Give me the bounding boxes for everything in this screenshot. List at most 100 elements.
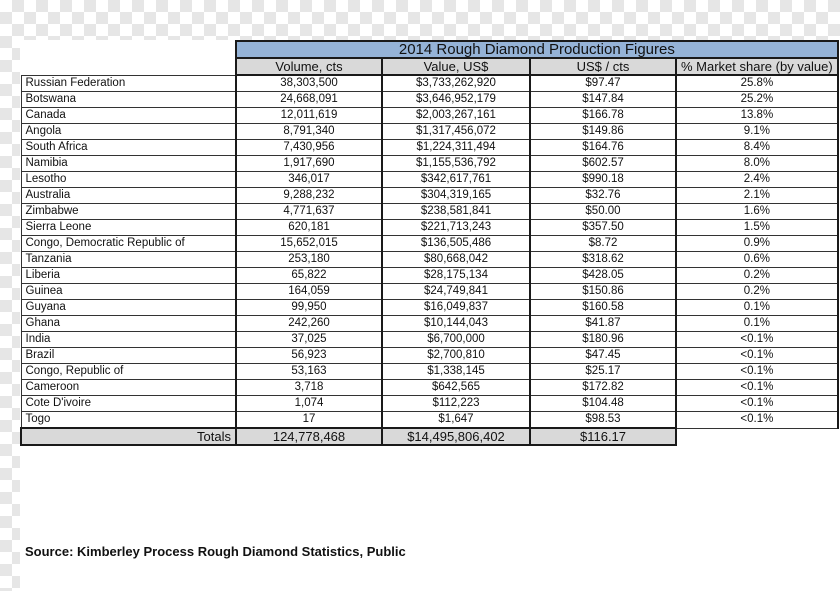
country-cell: Guinea (20, 283, 237, 300)
usd-per-ct-cell: $149.86 (529, 123, 677, 140)
table-row: Namibia 1,917,690 $1,155,536,792 $602.57 8.0… (20, 155, 839, 172)
value-cell: $2,700,810 (381, 347, 531, 364)
table-row: Russian Federation 38,303,500 $3,733,262,9… (20, 74, 839, 92)
table-row: Togo 17 $1,647 $98.53 <0.1% (20, 411, 839, 429)
market-share-cell: 9.1% (675, 123, 839, 140)
volume-cell: 37,025 (235, 331, 383, 348)
usd-per-ct-cell: $50.00 (529, 203, 677, 220)
value-cell: $642,565 (381, 379, 531, 396)
usd-per-ct-cell: $41.87 (529, 315, 677, 332)
usd-per-ct-cell: $602.57 (529, 155, 677, 172)
volume-cell: 164,059 (235, 283, 383, 300)
volume-cell: 53,163 (235, 363, 383, 380)
volume-cell: 4,771,637 (235, 203, 383, 220)
table-row: South Africa 7,430,956 $1,224,311,494 $164.… (20, 139, 839, 156)
country-cell: Ghana (20, 315, 237, 332)
value-cell: $221,713,243 (381, 219, 531, 236)
value-cell: $112,223 (381, 395, 531, 412)
usd-per-ct-cell: $8.72 (529, 235, 677, 252)
table-row: India 37,025 $6,700,000 $180.96 <0.1% (20, 331, 839, 348)
table-row: Guyana 99,950 $16,049,837 $160.58 0.1% (20, 299, 839, 316)
market-share-cell: 1.5% (675, 219, 839, 236)
country-cell: Angola (20, 123, 237, 140)
market-share-cell: <0.1% (675, 411, 839, 429)
country-cell: South Africa (20, 139, 237, 156)
market-share-cell: 0.2% (675, 283, 839, 300)
volume-cell: 24,668,091 (235, 91, 383, 108)
volume-cell: 65,822 (235, 267, 383, 284)
usd-per-ct-cell: $104.48 (529, 395, 677, 412)
country-cell: Canada (20, 107, 237, 124)
market-share-cell: <0.1% (675, 363, 839, 380)
source-note: Source: Kimberley Process Rough Diamond … (25, 544, 406, 559)
market-share-cell: <0.1% (675, 347, 839, 364)
country-cell: Russian Federation (20, 74, 237, 92)
value-cell: $28,175,134 (381, 267, 531, 284)
value-cell: $1,647 (381, 411, 531, 429)
totals-usd-per-ct: $116.17 (529, 427, 677, 446)
value-cell: $1,338,145 (381, 363, 531, 380)
volume-cell: 1,074 (235, 395, 383, 412)
table-row: Sierra Leone 620,181 $221,713,243 $357.50 1.… (20, 219, 839, 236)
header-volume: Volume, cts (235, 57, 383, 76)
country-cell: Botswana (20, 91, 237, 108)
market-share-cell: 0.1% (675, 315, 839, 332)
value-cell: $2,003,267,161 (381, 107, 531, 124)
volume-cell: 3,718 (235, 379, 383, 396)
country-cell: Congo, Democratic Republic of (20, 235, 237, 252)
table-row: Angola 8,791,340 $1,317,456,072 $149.86 9.1% (20, 123, 839, 140)
value-cell: $1,155,536,792 (381, 155, 531, 172)
value-cell: $238,581,841 (381, 203, 531, 220)
table-row: Guinea 164,059 $24,749,841 $150.86 0.2% (20, 283, 839, 300)
spreadsheet: 2014 Rough Diamond Production Figures Vo… (20, 40, 840, 591)
volume-cell: 620,181 (235, 219, 383, 236)
value-cell: $3,733,262,920 (381, 74, 531, 92)
totals-label: Totals (20, 427, 237, 446)
header-value: Value, US$ (381, 57, 531, 76)
usd-per-ct-cell: $47.45 (529, 347, 677, 364)
market-share-cell: 2.4% (675, 171, 839, 188)
country-cell: Australia (20, 187, 237, 204)
value-cell: $1,224,311,494 (381, 139, 531, 156)
usd-per-ct-cell: $172.82 (529, 379, 677, 396)
value-cell: $80,668,042 (381, 251, 531, 268)
value-cell: $136,505,486 (381, 235, 531, 252)
volume-cell: 7,430,956 (235, 139, 383, 156)
usd-per-ct-cell: $97.47 (529, 74, 677, 92)
value-cell: $3,646,952,179 (381, 91, 531, 108)
market-share-cell: 0.2% (675, 267, 839, 284)
volume-cell: 346,017 (235, 171, 383, 188)
market-share-cell: 1.6% (675, 203, 839, 220)
table-row: Liberia 65,822 $28,175,134 $428.05 0.2% (20, 267, 839, 284)
table-row: Congo, Democratic Republic of 15,652,015 $… (20, 235, 839, 252)
country-cell: Guyana (20, 299, 237, 316)
usd-per-ct-cell: $166.78 (529, 107, 677, 124)
table-row: Cameroon 3,718 $642,565 $172.82 <0.1% (20, 379, 839, 396)
usd-per-ct-cell: $147.84 (529, 91, 677, 108)
table-row: Zimbabwe 4,771,637 $238,581,841 $50.00 1.6% (20, 203, 839, 220)
volume-cell: 1,917,690 (235, 155, 383, 172)
volume-cell: 15,652,015 (235, 235, 383, 252)
usd-per-ct-cell: $98.53 (529, 411, 677, 429)
table-row: Tanzania 253,180 $80,668,042 $318.62 0.6% (20, 251, 839, 268)
volume-cell: 253,180 (235, 251, 383, 268)
blank-cell (21, 41, 236, 58)
country-cell: Zimbabwe (20, 203, 237, 220)
market-share-cell: 25.2% (675, 91, 839, 108)
title-row: 2014 Rough Diamond Production Figures (21, 40, 839, 59)
volume-cell: 8,791,340 (235, 123, 383, 140)
volume-cell: 242,260 (235, 315, 383, 332)
value-cell: $304,319,165 (381, 187, 531, 204)
country-cell: Cote D'ivoire (20, 395, 237, 412)
usd-per-ct-cell: $318.62 (529, 251, 677, 268)
usd-per-ct-cell: $150.86 (529, 283, 677, 300)
table-row: Ghana 242,260 $10,144,043 $41.87 0.1% (20, 315, 839, 332)
market-share-cell: 8.0% (675, 155, 839, 172)
country-cell: Sierra Leone (20, 219, 237, 236)
volume-cell: 9,288,232 (235, 187, 383, 204)
market-share-cell: 13.8% (675, 107, 839, 124)
country-cell: Togo (20, 411, 237, 429)
market-share-cell: 0.6% (675, 251, 839, 268)
country-cell: Tanzania (20, 251, 237, 268)
value-cell: $6,700,000 (381, 331, 531, 348)
